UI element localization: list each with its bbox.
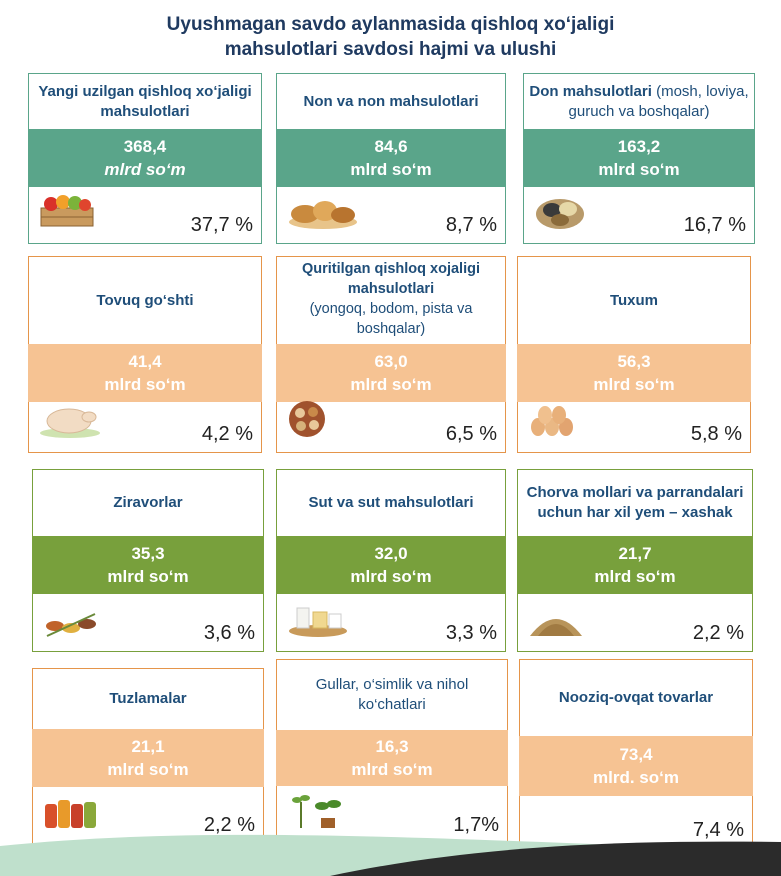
- value-band: 56,3 mlrd so‘m: [517, 344, 751, 402]
- unit: mlrd so‘m: [593, 375, 675, 394]
- unit: mlrd so‘m: [594, 567, 676, 586]
- value: 21,7: [618, 544, 652, 563]
- value: 84,6: [374, 137, 408, 156]
- percent: 3,6 %: [203, 622, 255, 644]
- value: 368,4: [123, 137, 167, 156]
- card-title: Non va non mahsulotlari: [303, 92, 479, 110]
- value: 35,3: [131, 544, 165, 563]
- card-non-food: Nooziq-ovqat tovarlar 73,4 mlrd. so‘m 7,…: [519, 659, 753, 849]
- unit: mlrd. so‘m: [593, 768, 679, 787]
- unit: mlrd so‘m: [107, 760, 189, 779]
- card-dairy: Sut va sut mahsulotlari 32,0 mlrd so‘m 3…: [276, 469, 506, 652]
- percent: 1,7%: [453, 814, 499, 836]
- card-title: Chorva mollari va parrandalari uchun har…: [526, 484, 744, 521]
- dairy-icon: [287, 598, 349, 643]
- card-flowers: Gullar, o‘simlik va nihol ko‘chatlari 16…: [276, 659, 508, 844]
- value: 21,1: [131, 737, 165, 756]
- percent: 4,2 %: [201, 423, 253, 445]
- value-band: 73,4 mlrd. so‘m: [519, 736, 753, 796]
- value: 32,0: [374, 544, 408, 563]
- card-title: Don mahsulotlari (mosh, loviya, guruch v…: [529, 83, 749, 120]
- bread-icon: [287, 194, 359, 235]
- spices-icon: [43, 608, 99, 643]
- unit: mlrd so‘m: [107, 567, 189, 586]
- feed-icon: [528, 606, 584, 643]
- grain-sacks-icon: [534, 190, 586, 235]
- value: 73,4: [619, 745, 653, 764]
- card-chicken: Tovuq go‘shti 41,4 mlrd so‘m 4,2 %: [28, 256, 262, 453]
- value-band: 32,0 mlrd so‘m: [276, 536, 506, 594]
- title-line-1: Uyushmagan savdo aylanmasida qishloq xo‘…: [166, 14, 615, 35]
- eggs-icon: [528, 403, 578, 444]
- percent: 8,7 %: [445, 214, 497, 236]
- card-pickles: Tuzlamalar 21,1 mlrd so‘m 2,2 %: [32, 668, 264, 844]
- value-band: 21,1 mlrd so‘m: [32, 729, 264, 787]
- card-eggs: Tuxum 56,3 mlrd so‘m 5,8 %: [517, 256, 751, 453]
- card-title: Tovuq go‘shti: [96, 291, 194, 309]
- pickles-icon: [43, 794, 99, 835]
- seedlings-icon: [287, 790, 345, 835]
- value: 63,0: [374, 352, 408, 371]
- value-band: 84,6 mlrd so‘m: [276, 129, 506, 187]
- unit: mlrd so‘m: [104, 160, 186, 179]
- unit: mlrd so‘m: [351, 760, 433, 779]
- value: 16,3: [375, 737, 409, 756]
- card-fresh-produce: Yangi uzilgan qishloq xo‘jaligi mahsulot…: [28, 73, 262, 244]
- footer-wave: [0, 834, 781, 876]
- card-spices: Ziravorlar 35,3 mlrd so‘m 3,6 %: [32, 469, 264, 652]
- card-title: Yangi uzilgan qishloq xo‘jaligi mahsulot…: [38, 82, 252, 120]
- page-title: Uyushmagan savdo aylanmasida qishloq xo‘…: [0, 12, 781, 62]
- value: 163,2: [617, 137, 661, 156]
- card-title: Gullar, o‘simlik va nihol ko‘chatlari: [315, 676, 469, 713]
- percent: 2,2 %: [203, 814, 255, 836]
- nuts-icon: [287, 399, 327, 444]
- value: 56,3: [617, 352, 651, 371]
- unit: mlrd so‘m: [350, 375, 432, 394]
- value: 41,4: [128, 352, 162, 371]
- chicken-icon: [39, 399, 101, 444]
- unit: mlrd so‘m: [104, 375, 186, 394]
- value-band: 63,0 mlrd so‘m: [276, 344, 506, 402]
- unit: mlrd so‘m: [350, 567, 432, 586]
- percent: 6,5 %: [445, 423, 497, 445]
- value-band: 41,4 mlrd so‘m: [28, 344, 262, 402]
- percent: 2,2 %: [692, 622, 744, 644]
- value-band: 21,7 mlrd so‘m: [517, 536, 753, 594]
- percent: 3,3 %: [445, 622, 497, 644]
- card-grains: Don mahsulotlari (mosh, loviya, guruch v…: [523, 73, 755, 244]
- card-title: Tuxum: [609, 291, 659, 309]
- percent: 37,7 %: [190, 214, 253, 236]
- card-title: Ziravorlar: [113, 494, 183, 511]
- card-animal-feed: Chorva mollari va parrandalari uchun har…: [517, 469, 753, 652]
- unit: mlrd so‘m: [350, 160, 432, 179]
- value-band: 368,4 mlrd so‘m: [28, 129, 262, 187]
- card-dried-products: Quritilgan qishloq xojaligi mahsulotlari…: [276, 256, 506, 453]
- card-bread: Non va non mahsulotlari 84,6 mlrd so‘m 8…: [276, 73, 506, 244]
- percent: 7,4 %: [692, 819, 744, 841]
- percent: 16,7 %: [683, 214, 746, 236]
- fruit-crate-icon: [39, 190, 95, 235]
- value-band: 163,2 mlrd so‘m: [523, 129, 755, 187]
- card-title: Sut va sut mahsulotlari: [308, 494, 474, 511]
- unit: mlrd so‘m: [598, 160, 680, 179]
- percent: 5,8 %: [690, 423, 742, 445]
- card-title: Nooziq-ovqat tovarlar: [558, 689, 714, 706]
- value-band: 35,3 mlrd so‘m: [32, 536, 264, 594]
- card-title: Quritilgan qishloq xojaligi mahsulotlari…: [301, 261, 481, 337]
- value-band: 16,3 mlrd so‘m: [276, 730, 508, 786]
- title-line-2: mahsulotlari savdosi hajmi va ulushi: [224, 39, 557, 60]
- card-title: Tuzlamalar: [109, 690, 187, 707]
